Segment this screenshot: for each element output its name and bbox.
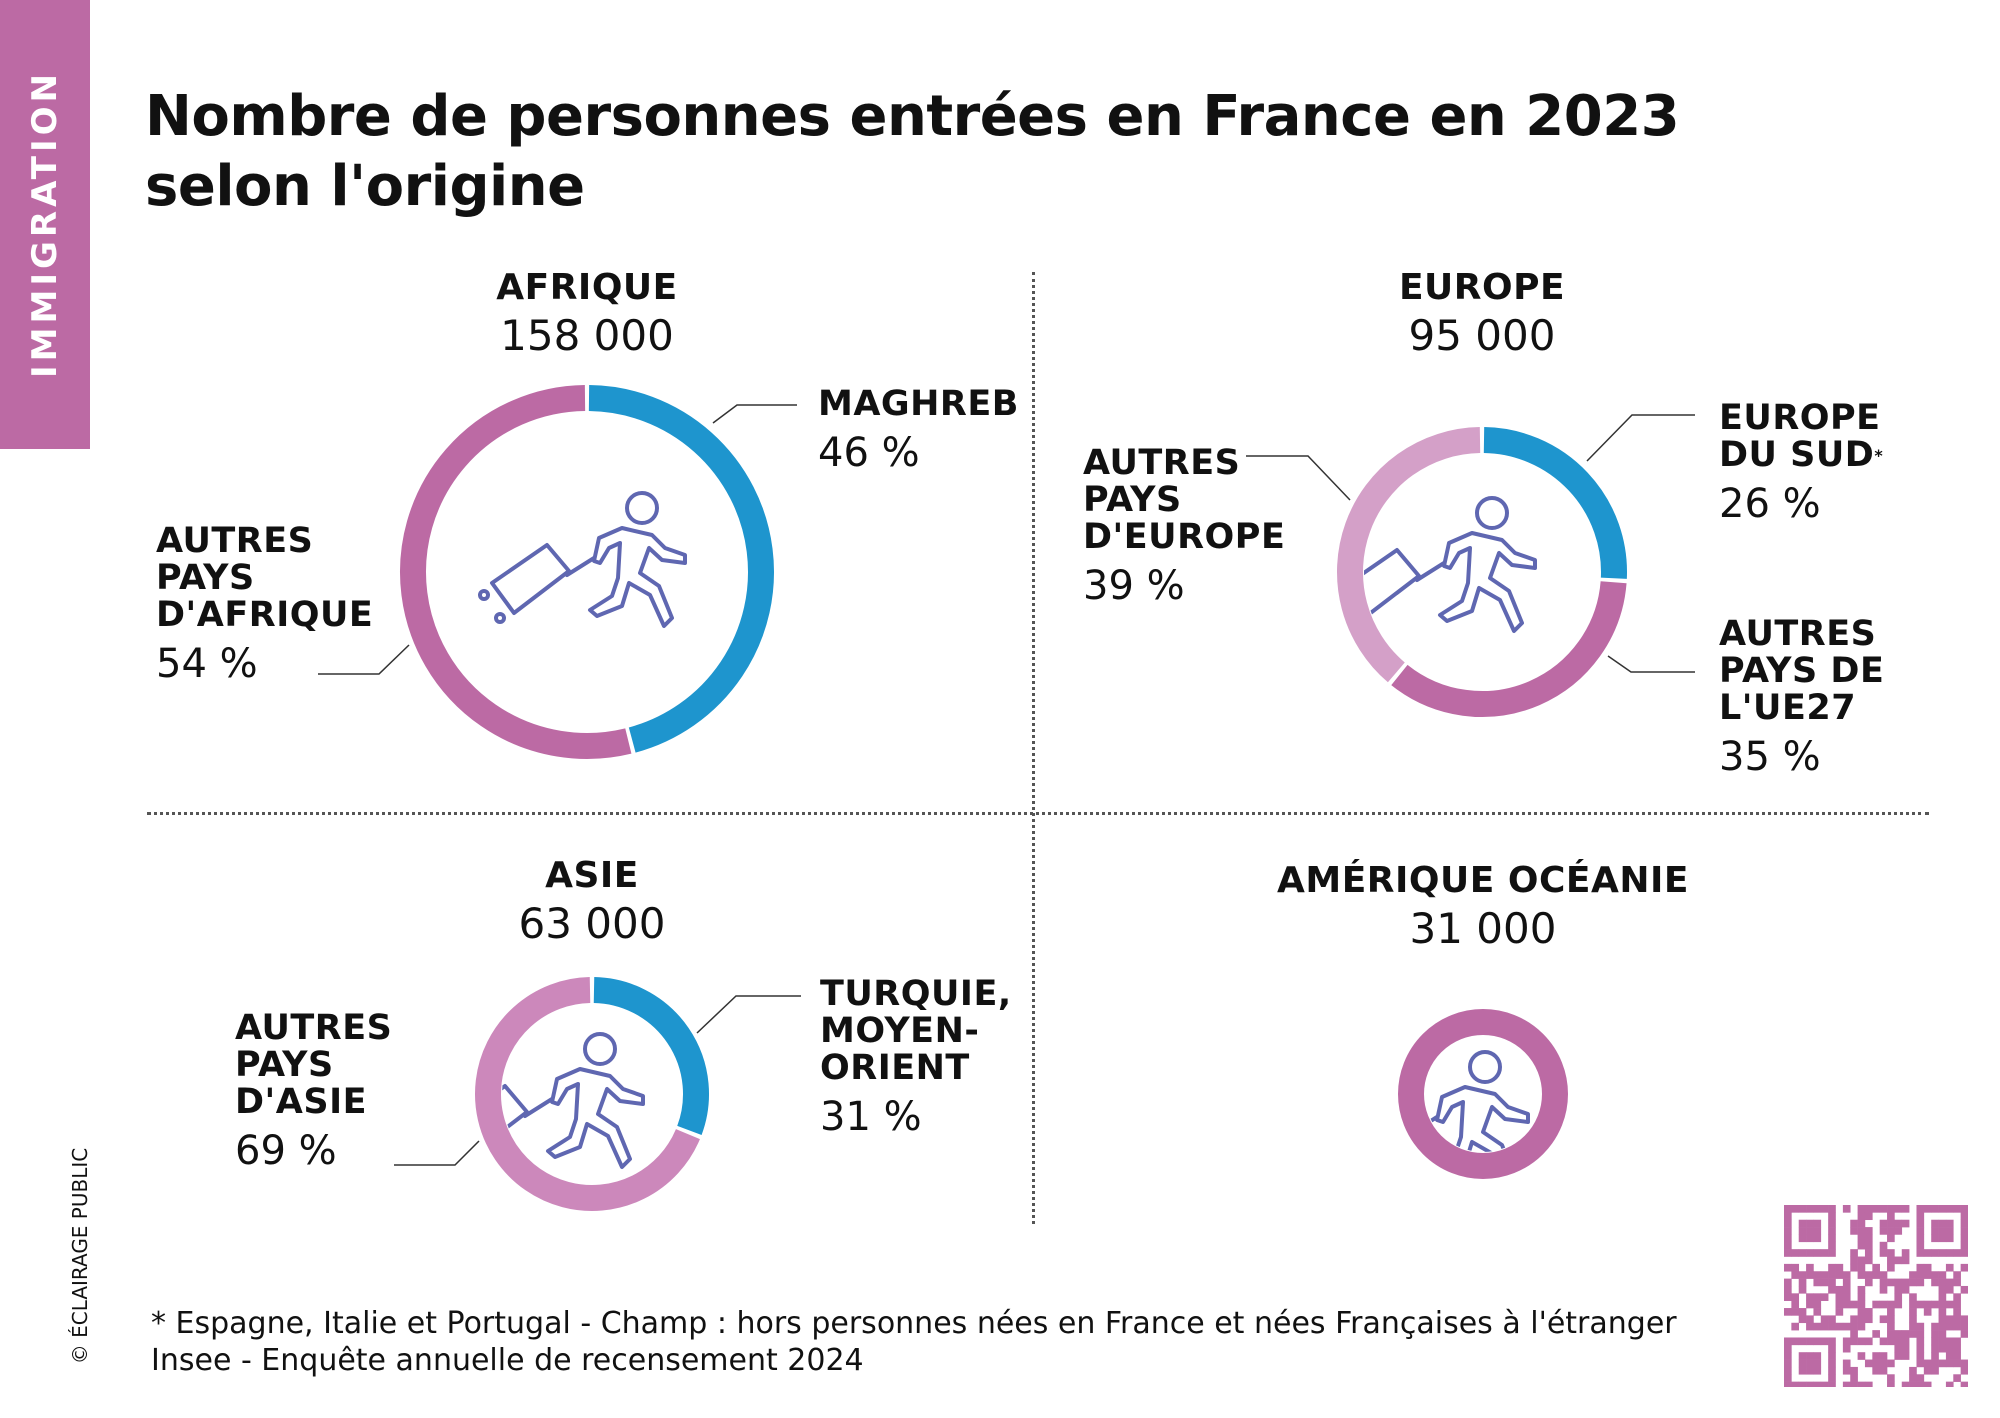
asie-leader-line-0 [696, 995, 801, 1034]
amerique-total: 31 000 [1409, 904, 1557, 953]
europe-header: EUROPE 95 000 [1399, 266, 1565, 362]
traveler-icon [478, 491, 687, 628]
europe-leader-line-2 [1246, 455, 1351, 501]
europe-leader-line-0 [1586, 414, 1695, 462]
source-line: Insee - Enquête annuelle de recensement … [151, 1343, 864, 1378]
footnote: * Espagne, Italie et Portugal - Champ : … [151, 1305, 1677, 1379]
amerique-segment-0 [1398, 1009, 1568, 1179]
traveler-icon [1364, 496, 1537, 633]
label-percent: 69 % [235, 1128, 337, 1174]
label-autres-afrique: AUTRES PAYS D'AFRIQUE 54 % [156, 523, 373, 690]
afrique-segment-1 [400, 385, 632, 759]
label-text: MOYEN- [820, 1011, 980, 1051]
asie-segment-0 [593, 977, 709, 1135]
label-text: MAGHREB [818, 384, 1019, 424]
label-text: AUTRES [1719, 614, 1877, 654]
footnote-marker: * [1874, 446, 1884, 465]
label-text: AUTRES [1083, 443, 1241, 483]
qr-code[interactable] [1784, 1205, 1968, 1387]
afrique-header: AFRIQUE 158 000 [496, 266, 678, 362]
amerique-title: AMÉRIQUE OCÉANIE [1277, 860, 1689, 901]
europe-leader-line-1 [1607, 655, 1695, 673]
label-text: TURQUIE, [820, 974, 1012, 1014]
footnote-line-1: * Espagne, Italie et Portugal - Champ : … [151, 1306, 1677, 1341]
label-percent: 31 % [820, 1094, 922, 1140]
afrique-leader-line-0 [712, 404, 797, 424]
label-europe-du-sud: EUROPE DU SUD* 26 % [1719, 400, 1883, 530]
title-line-2: selon l'origine [145, 154, 585, 219]
label-text: PAYS [1083, 480, 1182, 520]
label-text: D'EUROPE [1083, 517, 1286, 557]
label-percent: 54 % [156, 641, 258, 687]
afrique-title: AFRIQUE [496, 267, 678, 308]
label-text: DU SUD [1719, 435, 1875, 475]
traveler-icon [1425, 1050, 1530, 1152]
title-line-1: Nombre de personnes entrées en France en… [145, 84, 1680, 149]
label-autres-asie: AUTRES PAYS D'ASIE 69 % [235, 1010, 392, 1177]
label-percent: 26 % [1719, 481, 1821, 527]
asie-total: 63 000 [518, 899, 666, 948]
amerique-header: AMÉRIQUE OCÉANIE 31 000 [1277, 859, 1689, 955]
europe-segment-0 [1483, 427, 1627, 579]
label-text: PAYS DE [1719, 651, 1885, 691]
vertical-divider [1032, 272, 1035, 1224]
horizontal-divider [147, 812, 1929, 815]
label-percent: 35 % [1719, 734, 1821, 780]
label-text: L'UE27 [1719, 688, 1857, 728]
asie-title: ASIE [545, 855, 639, 896]
asie-segment-1 [475, 977, 700, 1211]
label-turquie: TURQUIE, MOYEN- ORIENT 31 % [820, 976, 1012, 1143]
afrique-leader-line-1 [318, 644, 410, 675]
europe-segment-2 [1337, 427, 1481, 683]
afrique-total: 158 000 [500, 311, 674, 360]
page-title: Nombre de personnes entrées en France en… [145, 82, 1680, 222]
asie-header: ASIE 63 000 [519, 854, 666, 950]
label-text: D'AFRIQUE [156, 595, 374, 635]
europe-segment-1 [1391, 581, 1627, 717]
section-tag: IMMIGRATION [0, 0, 90, 449]
traveler-icon [502, 1032, 645, 1169]
label-text: ORIENT [820, 1048, 970, 1088]
label-text: AUTRES [235, 1008, 393, 1048]
label-percent: 46 % [818, 430, 920, 476]
europe-total: 95 000 [1408, 311, 1556, 360]
label-maghreb: MAGHREB 46 % [818, 386, 1019, 479]
label-text: D'ASIE [235, 1082, 367, 1122]
label-text: PAYS [156, 558, 255, 598]
europe-title: EUROPE [1398, 267, 1566, 308]
afrique-segment-0 [588, 385, 774, 753]
label-text: EUROPE [1719, 398, 1881, 438]
asie-leader-line-1 [394, 1140, 480, 1166]
label-autres-ue27: AUTRES PAYS DE L'UE27 35 % [1719, 616, 1884, 783]
copyright: © ÉCLAIRAGE PUBLIC [68, 1147, 92, 1365]
label-percent: 39 % [1083, 563, 1185, 609]
label-autres-europe: AUTRES PAYS D'EUROPE 39 % [1083, 445, 1285, 612]
label-text: AUTRES [156, 521, 314, 561]
label-text: PAYS [235, 1045, 334, 1085]
